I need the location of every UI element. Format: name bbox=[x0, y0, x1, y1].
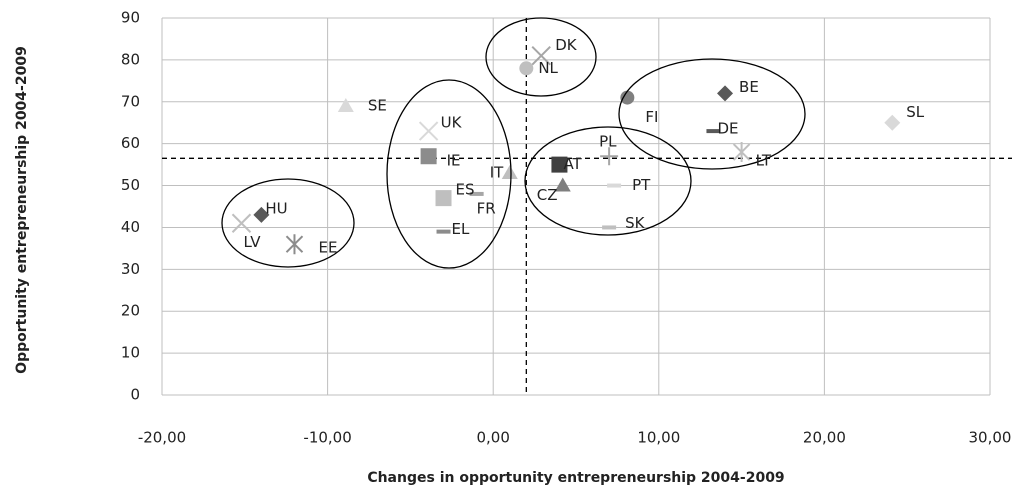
y-tick-label: 10 bbox=[121, 344, 140, 362]
point-label: PT bbox=[632, 176, 651, 194]
ellipse bbox=[386, 79, 512, 269]
marker bbox=[231, 213, 252, 233]
point-label: HU bbox=[265, 199, 287, 217]
point-label: SE bbox=[368, 96, 387, 114]
point-label: ES bbox=[456, 181, 475, 199]
marker bbox=[531, 45, 551, 66]
marker bbox=[285, 234, 304, 255]
point-label: FR bbox=[477, 199, 496, 217]
point-label: SK bbox=[625, 214, 646, 232]
group-ellipses bbox=[221, 17, 806, 269]
marker bbox=[600, 147, 619, 166]
marker bbox=[620, 90, 635, 105]
point-label: AT bbox=[563, 155, 582, 173]
point-label: SL bbox=[906, 103, 925, 121]
x-tick-label: -20,00 bbox=[138, 429, 186, 447]
marker bbox=[501, 164, 518, 179]
point-label: EE bbox=[318, 239, 337, 257]
markers bbox=[231, 45, 901, 255]
marker bbox=[469, 191, 484, 196]
y-tick-label: 70 bbox=[121, 92, 140, 110]
point-label: DE bbox=[717, 120, 738, 138]
point-label: DK bbox=[555, 36, 578, 54]
y-tick-label: 90 bbox=[121, 9, 140, 27]
point-label: PL bbox=[599, 133, 617, 151]
marker bbox=[732, 142, 751, 163]
x-tick-label: 0,00 bbox=[476, 429, 509, 447]
grid bbox=[161, 17, 991, 396]
x-tick-label: 30,00 bbox=[969, 429, 1012, 447]
point-label: IE bbox=[447, 152, 461, 170]
marker bbox=[554, 177, 571, 192]
marker bbox=[607, 183, 622, 188]
marker bbox=[418, 121, 439, 141]
point-label: CZ bbox=[537, 186, 558, 204]
y-tick-label: 30 bbox=[121, 260, 140, 278]
ellipse bbox=[221, 178, 355, 268]
x-tick-label: -10,00 bbox=[303, 429, 351, 447]
marker bbox=[337, 97, 354, 112]
point-label: IT bbox=[490, 163, 504, 181]
y-tick-label: 20 bbox=[121, 302, 140, 320]
ellipse bbox=[524, 126, 692, 236]
point-label: FI bbox=[645, 108, 658, 126]
marker bbox=[435, 190, 452, 207]
marker bbox=[436, 229, 451, 234]
point-label: EL bbox=[452, 220, 470, 238]
point-label: BE bbox=[739, 78, 759, 96]
marker bbox=[551, 156, 568, 173]
point-label: NL bbox=[538, 59, 558, 77]
marker bbox=[519, 61, 534, 76]
y-tick-label: 50 bbox=[121, 176, 140, 194]
y-tick-label: 80 bbox=[121, 50, 140, 68]
ellipse bbox=[618, 58, 806, 170]
point-label: LV bbox=[243, 233, 261, 251]
reference-lines bbox=[162, 18, 1012, 395]
marker bbox=[717, 85, 734, 102]
point-label: UK bbox=[441, 114, 463, 132]
y-tick-label: 60 bbox=[121, 134, 140, 152]
x-tick-label: 20,00 bbox=[803, 429, 846, 447]
y-tick-label: 40 bbox=[121, 218, 140, 236]
marker bbox=[706, 129, 721, 134]
x-axis-title: Changes in opportunity entrepreneurship … bbox=[367, 470, 784, 486]
point-label: LT bbox=[756, 152, 772, 170]
marker bbox=[253, 206, 270, 223]
marker bbox=[420, 148, 437, 165]
marker bbox=[602, 225, 617, 230]
ellipse bbox=[485, 17, 597, 97]
marker bbox=[884, 114, 901, 131]
y-axis-title: Opportunity entrepreneurship 2004-2009 bbox=[14, 46, 30, 374]
y-tick-label: 0 bbox=[130, 386, 140, 404]
x-tick-label: 10,00 bbox=[637, 429, 680, 447]
